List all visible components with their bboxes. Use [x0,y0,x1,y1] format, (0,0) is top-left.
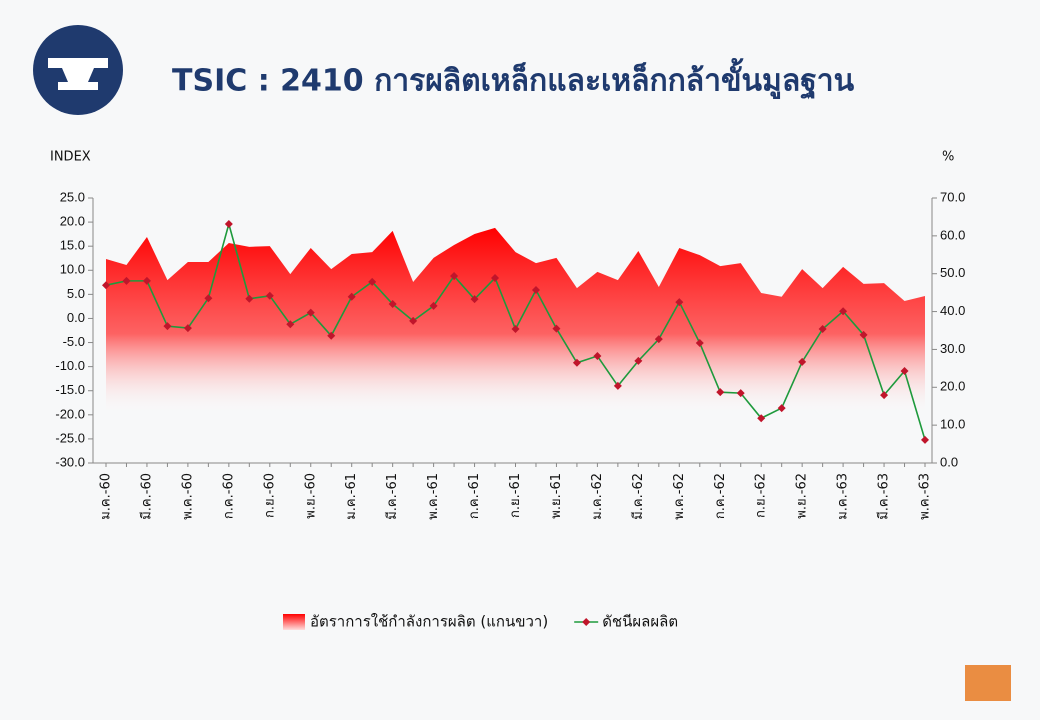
area [106,227,925,463]
marker [675,298,684,307]
marker [654,335,663,344]
x-tick-label: มี.ค.-63 [876,473,892,520]
marker [347,292,356,301]
x-tick-label: พ.ย.-62 [795,473,810,519]
marker [409,316,418,325]
y-tick-label: -20.0 [55,406,85,421]
marker [880,391,889,400]
y2-tick-label: 70.0 [940,189,965,204]
x-tick-label: พ.ย.-60 [303,473,318,519]
y2-tick-label: 30.0 [940,341,965,356]
marker [511,325,520,334]
y-tick-label: -10.0 [55,358,85,373]
marker [368,277,377,286]
marker [450,272,459,281]
marker [736,389,745,398]
x-tick-label: ก.ค.-60 [221,473,236,519]
x-tick-label: พ.ค.-61 [426,473,441,520]
marker [818,325,827,334]
marker [265,291,274,300]
marker [327,331,336,340]
x-tick-label: มี.ค.-61 [384,473,400,520]
x-tick-label: ก.ค.-62 [713,473,728,519]
x-tick-label: ก.ค.-61 [467,473,482,519]
marker [163,322,172,331]
y2-tick-label: 10.0 [940,417,965,432]
x-tick-label: มี.ค.-60 [138,473,154,520]
footer-logo [965,665,1011,701]
x-tick-label: ม.ค.-61 [344,473,359,520]
marker [122,276,131,285]
marker [102,281,110,290]
marker [921,435,929,444]
legend-label: อัตราการใช้กำลังการผลิต (แกนขวา) [310,613,548,631]
marker [531,286,540,295]
marker [695,339,704,348]
marker [757,414,766,423]
y-tick-label: 0.0 [67,310,85,325]
x-tick-label: ก.ย.-60 [262,473,277,518]
marker [859,330,868,339]
y2-tick-label: 0.0 [940,454,958,469]
y2-tick-label: 50.0 [940,265,965,280]
marker [224,220,233,229]
marker [470,295,479,304]
marker [204,294,213,303]
y-tick-label: 15.0 [60,238,85,253]
marker [572,358,581,367]
marker [839,307,848,316]
marker [142,276,151,285]
y2-tick-label: 60.0 [940,227,965,242]
anvil [48,58,108,90]
y-tick-label: 10.0 [60,262,85,277]
x-tick-label: ม.ค.-63 [836,473,851,520]
x-tick-label: พ.ค.-62 [672,473,687,520]
legend-marker [582,618,591,626]
marker [798,357,807,366]
x-tick-label: พ.ย.-61 [549,473,564,519]
legend-label: ดัชนีผลผลิต [602,613,678,631]
marker [245,294,254,303]
marker [716,388,725,397]
y-tick-label: 25.0 [60,189,85,204]
x-tick-label: ก.ย.-61 [508,473,523,518]
x-tick-label: มี.ค.-62 [630,473,646,520]
marker [306,308,315,317]
y-tick-label: -5.0 [63,334,85,349]
x-tick-label: พ.ค.-60 [180,473,195,520]
marker [634,356,643,365]
y-tick-label: -25.0 [55,430,85,445]
chart-title: TSIC : 2410 การผลิตเหล็กและเหล็กกล้าขั้น… [172,58,855,101]
marker [388,300,397,308]
y2-axis-title: % [942,150,954,165]
y-tick-label: -30.0 [55,454,85,469]
y-tick-label: -15.0 [55,382,85,397]
x-tick-label: ม.ค.-60 [99,473,114,520]
marker [900,366,909,375]
marker [777,404,786,413]
legend-swatch [283,614,305,630]
y2-tick-label: 20.0 [940,379,965,394]
marker [286,320,295,329]
x-tick-label: ม.ค.-62 [590,473,605,520]
marker [429,301,438,310]
y-tick-label: 5.0 [67,286,85,301]
marker [593,352,602,361]
marker [552,324,561,333]
x-tick-label: พ.ค.-63 [918,473,933,520]
x-tick-label: ก.ย.-62 [754,473,769,518]
marker [183,324,192,333]
y2-tick-label: 40.0 [940,303,965,318]
marker [491,273,500,282]
y-tick-label: 20.0 [60,214,85,229]
marker [613,381,622,390]
y-axis-title: INDEX [50,150,91,165]
